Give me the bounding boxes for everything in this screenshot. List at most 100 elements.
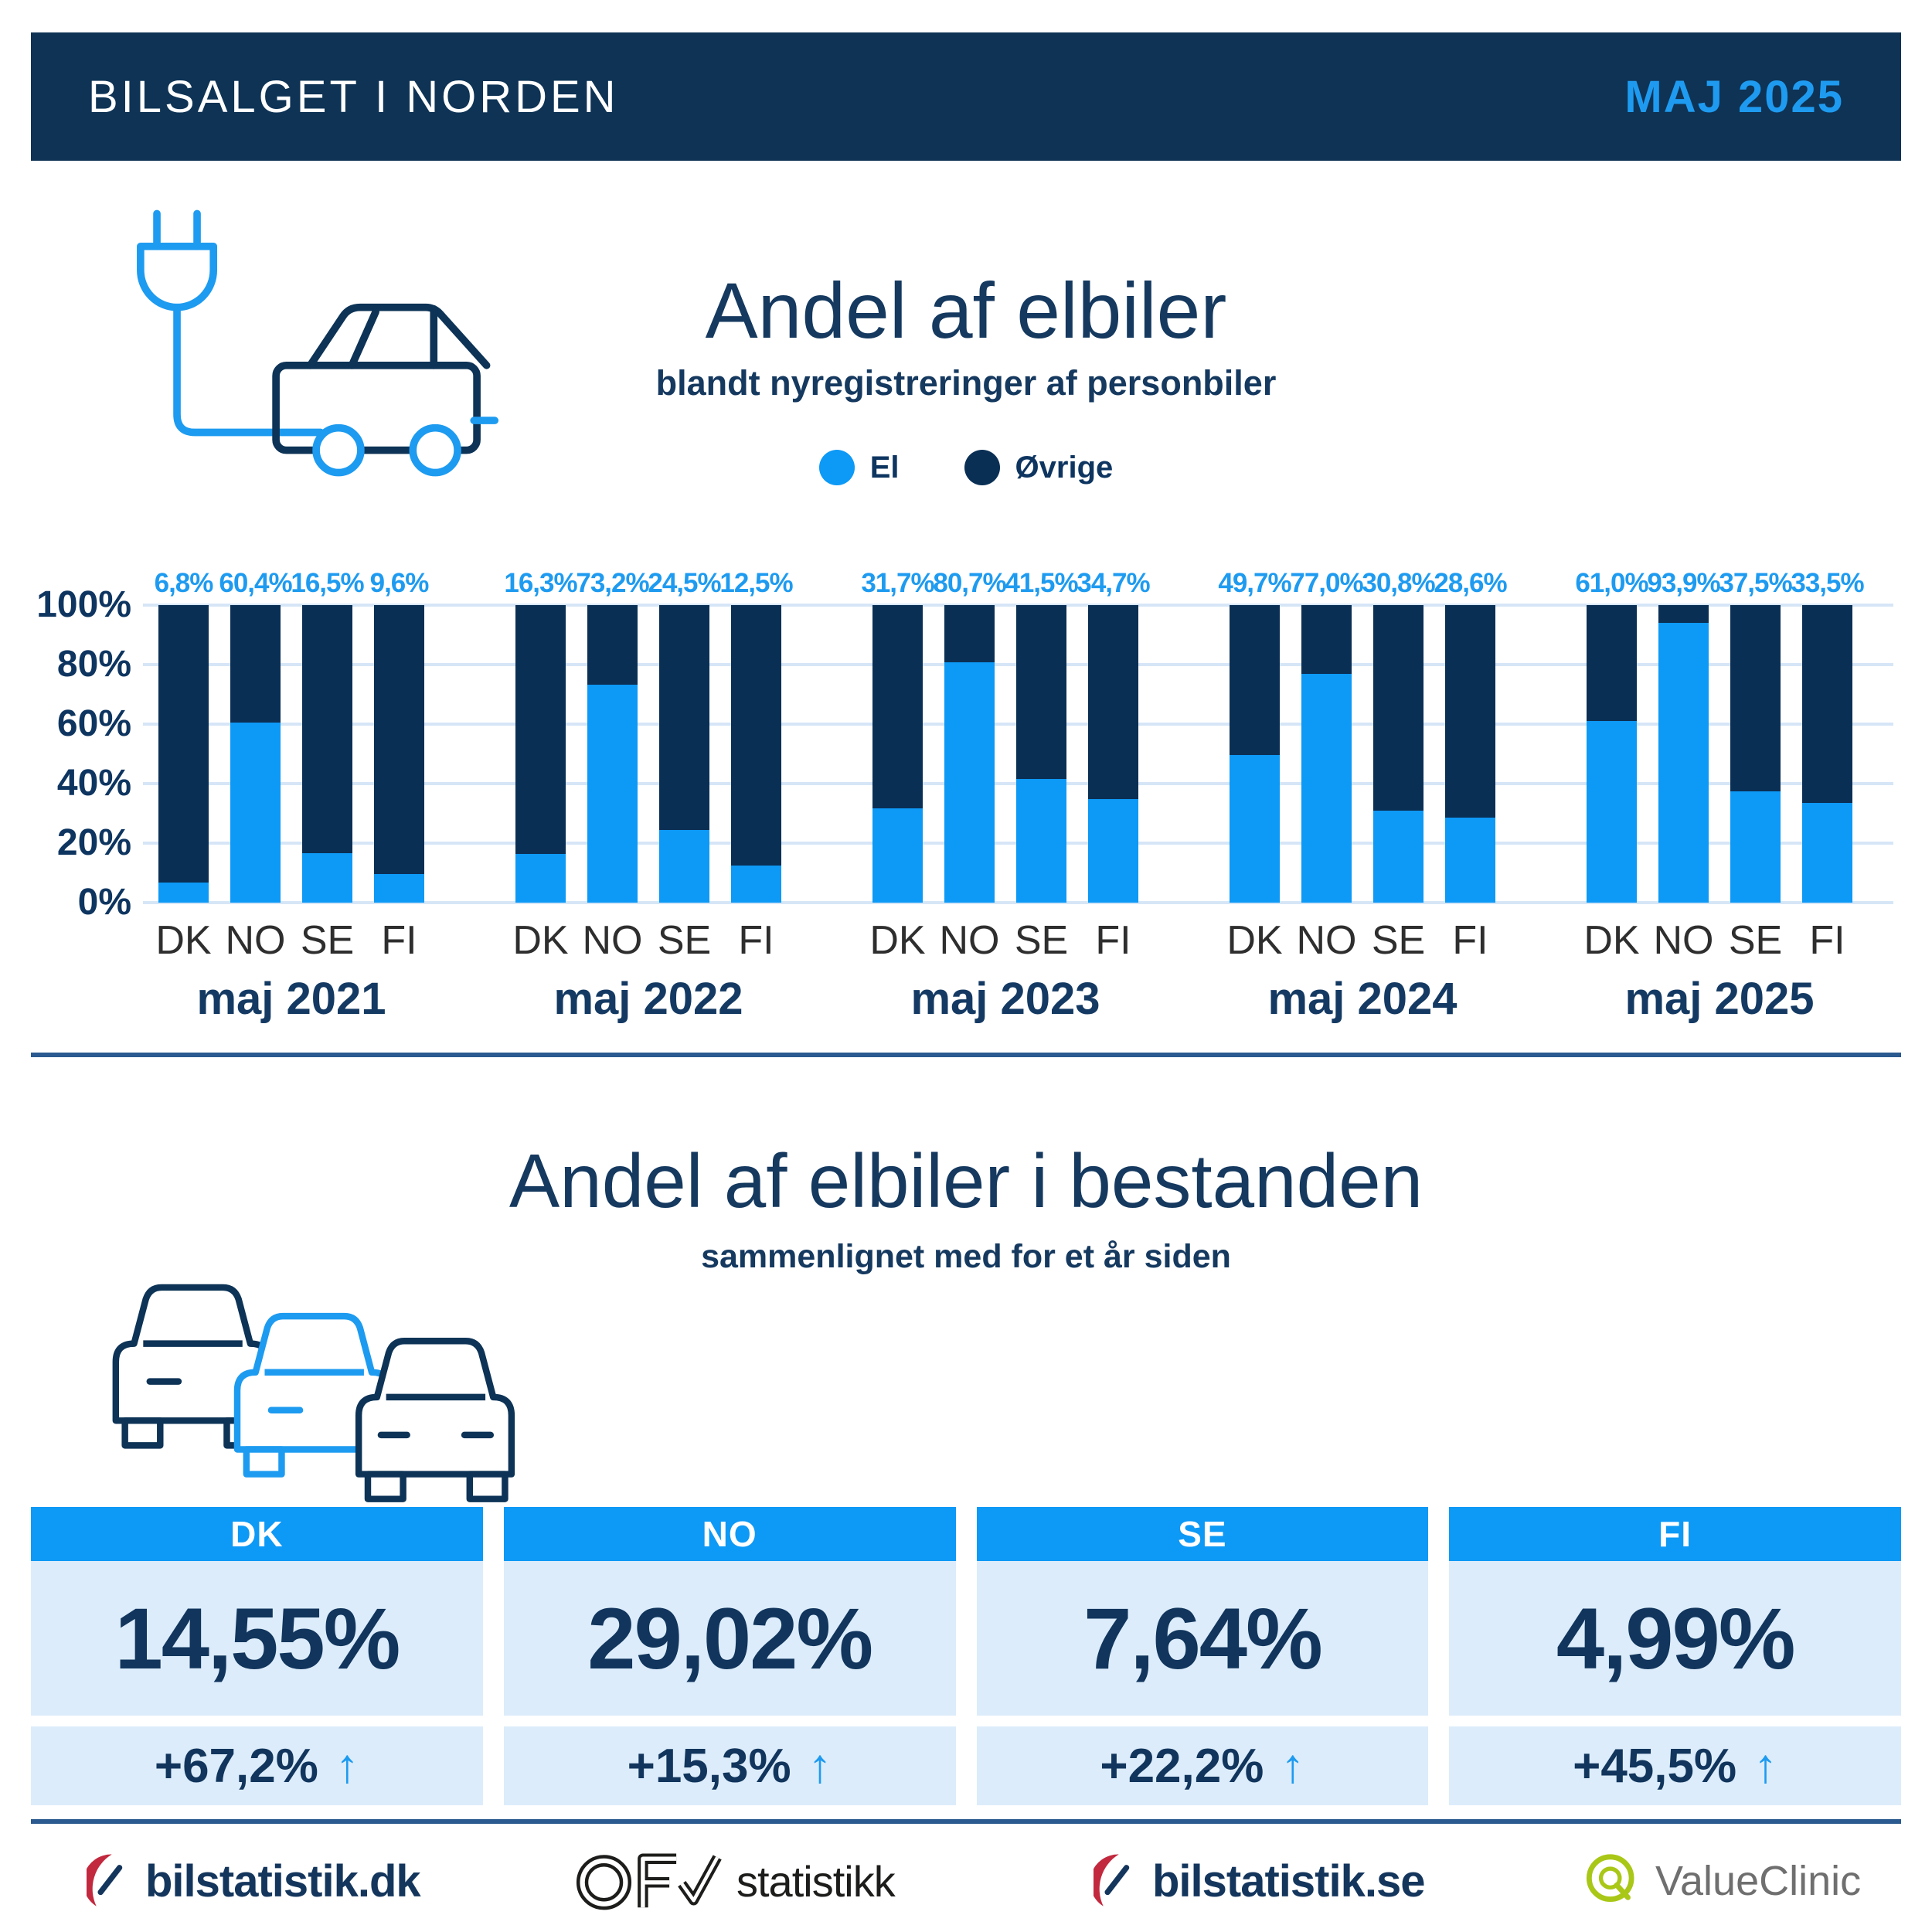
- stacked-bar-dk: [872, 605, 923, 903]
- el-segment: [1658, 623, 1709, 903]
- logo-bilstatistik-dk: bilstatistik.dk: [87, 1844, 421, 1918]
- logo-bilstatistik-dk-label: bilstatistik.dk: [145, 1855, 421, 1906]
- bar-value-label: 9,6%: [369, 568, 430, 598]
- bar-value-label: 30,8%: [1362, 568, 1435, 598]
- y-axis-tick-60: 60%: [56, 703, 131, 744]
- country-label: FI: [1809, 918, 1845, 963]
- bar-value-label: 49,7%: [1218, 568, 1291, 598]
- ovrige-segment: [1802, 605, 1852, 804]
- logo-bilstatistik-se: bilstatistik.se: [1094, 1844, 1425, 1918]
- country-label: SE: [1371, 918, 1426, 963]
- country-label: DK: [1226, 918, 1283, 963]
- y-axis-tick-20: 20%: [56, 822, 131, 863]
- group-category-label: maj 2022: [553, 974, 743, 1024]
- country-label: FI: [1095, 918, 1131, 963]
- card-change-value: +15,3%: [627, 1739, 791, 1793]
- stacked-bar-dk: [158, 605, 209, 903]
- card-country: FI: [1449, 1507, 1901, 1561]
- el-segment: [158, 882, 209, 903]
- country-label: NO: [225, 918, 286, 963]
- country-label: FI: [381, 918, 417, 963]
- country-label: NO: [582, 918, 643, 963]
- up-arrow-icon: ↑: [808, 1739, 832, 1793]
- logo-valueclinic: ValueClinic: [1583, 1844, 1861, 1918]
- bilstatistik-swoosh-icon: [1094, 1854, 1130, 1906]
- bar-value-label: 33,5%: [1791, 568, 1864, 598]
- ovrige-segment: [1301, 605, 1352, 674]
- stacked-bar-no: [1301, 605, 1352, 903]
- ovrige-segment: [1587, 605, 1637, 722]
- section-divider-top: [31, 1053, 1901, 1057]
- group-category-label: maj 2025: [1624, 974, 1815, 1024]
- el-segment: [1016, 779, 1066, 903]
- bar-value-label: 16,3%: [504, 568, 577, 598]
- logo-valueclinic-label: ValueClinic: [1655, 1858, 1862, 1904]
- country-label: SE: [300, 918, 355, 963]
- legend-label-el: El: [869, 450, 900, 485]
- stacked-bar-dk: [1230, 605, 1280, 903]
- country-label: NO: [1296, 918, 1357, 963]
- bar-value-label: 16,5%: [291, 568, 364, 598]
- ovrige-segment: [374, 605, 424, 875]
- bar-value-label: 34,7%: [1077, 568, 1150, 598]
- ovrige-segment: [1730, 605, 1781, 791]
- bar-value-label: 12,5%: [719, 568, 793, 598]
- bar-value-label: 73,2%: [576, 568, 649, 598]
- el-color-swatch-icon: [818, 450, 855, 485]
- el-segment: [302, 853, 352, 903]
- country-label: SE: [1014, 918, 1069, 963]
- card-share: 4,99%: [1449, 1561, 1901, 1716]
- ofv-mark-icon: [576, 1853, 722, 1910]
- valueclinic-mark-icon: [1586, 1854, 1634, 1902]
- card-change: +22,2% ↑: [976, 1726, 1429, 1805]
- ovrige-segment: [1016, 605, 1066, 780]
- stacked-bar-no: [1658, 605, 1709, 903]
- el-segment: [1730, 791, 1781, 903]
- fleet-cards: DK 14,55% +67,2% ↑ NO 29,02% +15,3% ↑ SE…: [31, 1507, 1901, 1805]
- el-segment: [1445, 817, 1495, 903]
- cars-icon: [107, 1277, 528, 1516]
- stacked-bar-no: [944, 605, 995, 903]
- bar-value-label: 24,5%: [648, 568, 721, 598]
- bar-value-label: 41,5%: [1005, 568, 1078, 598]
- header-period: MAJ 2025: [1624, 71, 1844, 122]
- stacked-bar-fi: [731, 605, 781, 903]
- ovrige-segment: [731, 605, 781, 866]
- fleet-title: Andel af elbiler i bestanden: [509, 1138, 1423, 1223]
- stacked-bar-fi: [1088, 605, 1138, 903]
- country-label: SE: [1728, 918, 1783, 963]
- el-segment: [1373, 811, 1423, 903]
- el-segment: [731, 865, 781, 903]
- stacked-bar-no: [230, 605, 281, 903]
- bar-value-label: 60,4%: [219, 568, 292, 598]
- country-label: DK: [1583, 918, 1640, 963]
- section-divider-bottom: [31, 1819, 1901, 1824]
- stacked-bar-se: [302, 605, 352, 903]
- country-label: DK: [869, 918, 926, 963]
- stacked-bar-fi: [1802, 605, 1852, 903]
- bar-value-label: 6,8%: [154, 568, 214, 598]
- el-segment: [1802, 803, 1852, 903]
- up-arrow-icon: ↑: [335, 1739, 359, 1793]
- el-segment: [587, 685, 638, 903]
- bar-value-label: 31,7%: [861, 568, 934, 598]
- bar-value-label: 77,0%: [1290, 568, 1363, 598]
- stacked-bar-no: [587, 605, 638, 903]
- el-segment: [659, 829, 709, 903]
- country-label: NO: [939, 918, 1000, 963]
- ovrige-segment: [659, 605, 709, 830]
- y-axis-tick-0: 0%: [77, 882, 131, 923]
- el-segment: [1088, 799, 1138, 903]
- fleet-card-no: NO 29,02% +15,3% ↑: [503, 1507, 956, 1805]
- fleet-subtitle: sammenlignet med for et år siden: [701, 1238, 1231, 1275]
- y-axis-tick-40: 40%: [56, 763, 131, 804]
- ovrige-segment: [1445, 605, 1495, 818]
- card-change-value: +67,2%: [154, 1739, 318, 1793]
- chart-subtitle: blandt nyregistreringer af personbiler: [655, 363, 1277, 403]
- card-gap: [31, 1716, 483, 1726]
- header-bar: BILSALGET I NORDEN MAJ 2025: [31, 32, 1901, 161]
- bar-value-label: 80,7%: [933, 568, 1006, 598]
- stacked-bar-se: [1730, 605, 1781, 903]
- ovrige-segment: [587, 605, 638, 685]
